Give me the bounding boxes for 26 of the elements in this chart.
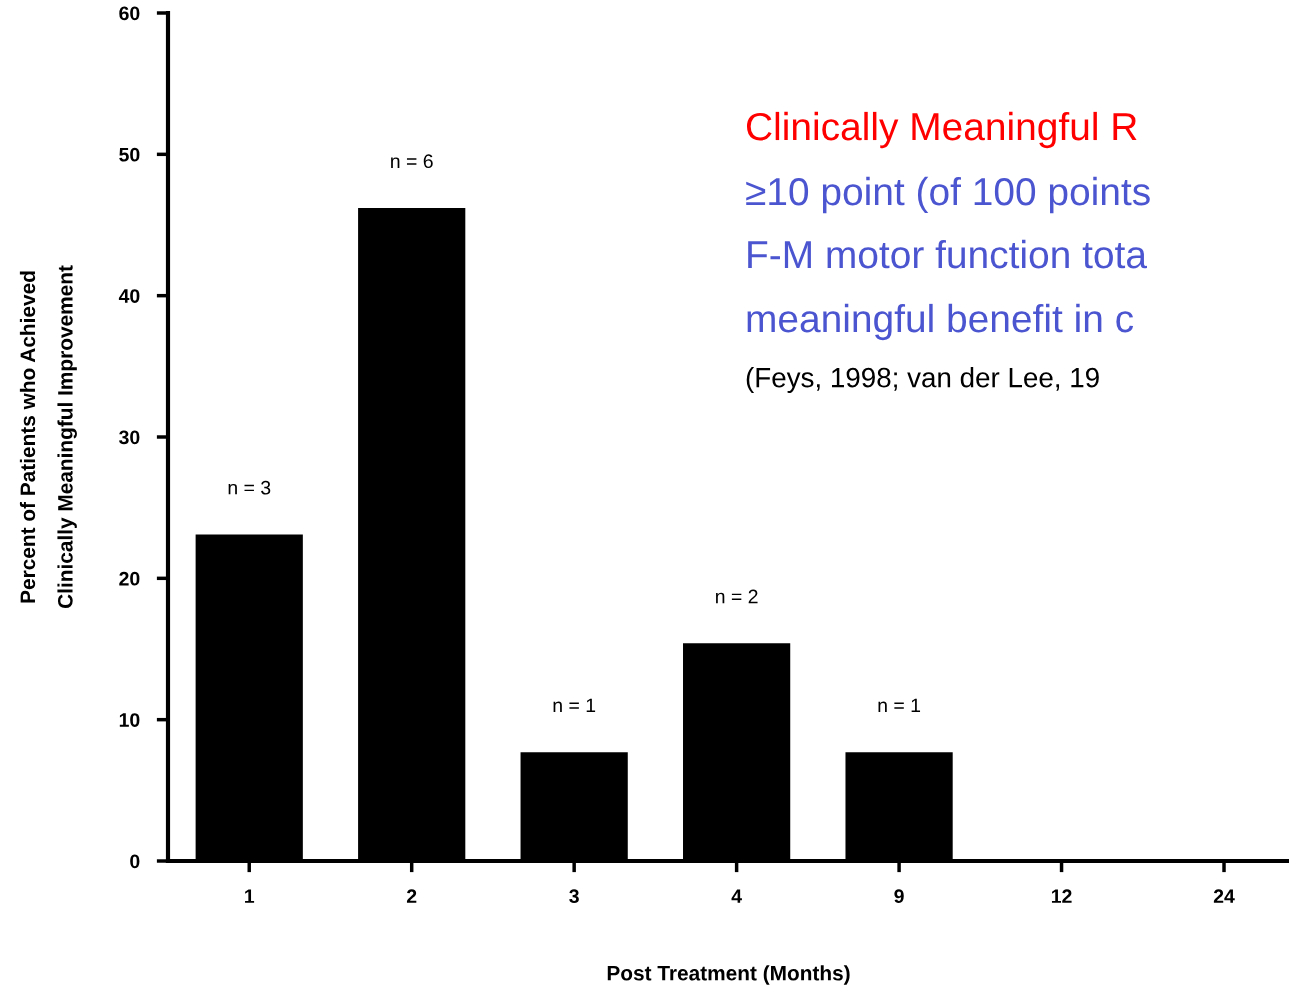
annotation: Clinically Meaningful R	[746, 111, 1137, 149]
y-axis-title: Percent of Patients who Achieved Clinically Meaningful Improvement	[19, 265, 77, 609]
y-tick-label: 30	[119, 430, 140, 445]
x-tick-label: 2	[406, 889, 417, 903]
y-tick-label: 60	[119, 6, 140, 21]
annotation: n = 6	[391, 154, 433, 169]
y-tick-label: 20	[119, 571, 140, 586]
y-tick-label: 0	[130, 854, 140, 869]
annotation: n = 3	[228, 480, 271, 495]
x-tick-label: 1	[245, 889, 255, 903]
y-tick-label: 40	[118, 289, 140, 303]
x-tick-label: 4	[731, 889, 742, 903]
annotation: F-M motor function tota	[748, 239, 1147, 269]
x-axis-title: Post Treatment (Months)	[607, 965, 850, 985]
y-tick-label: 10	[119, 713, 140, 727]
x-tick-label: 3	[569, 889, 579, 904]
annotation: ≥10 point (of 100 points	[746, 176, 1150, 214]
x-tick-label: 9	[894, 889, 904, 904]
annotation: meaningful benefit in c	[747, 303, 1134, 341]
annotation: n = 1	[553, 698, 596, 713]
y-tick-label: 50	[119, 147, 140, 162]
x-tick-label: 12	[1051, 889, 1072, 903]
x-tick-label: 24	[1213, 889, 1235, 903]
annotation: (Feys, 1998; van der Lee, 19	[746, 367, 1099, 393]
annotation: n = 1	[878, 698, 921, 713]
annotation: n = 2	[716, 589, 758, 604]
